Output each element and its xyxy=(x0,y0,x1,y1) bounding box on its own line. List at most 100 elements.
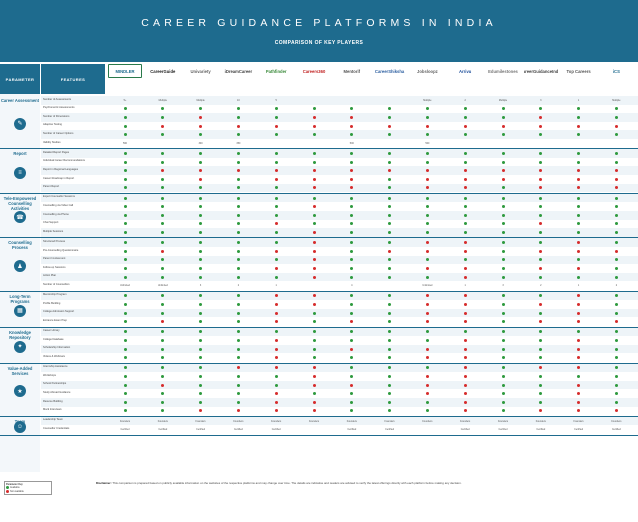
comparison-cell xyxy=(562,389,596,398)
comparison-cell-text: Unlimited xyxy=(157,284,168,288)
available-dot-icon xyxy=(614,302,618,306)
available-dot-icon xyxy=(312,213,316,217)
available-dot-icon xyxy=(577,133,581,137)
comparison-cell xyxy=(373,202,407,211)
comparison-cell xyxy=(448,113,482,122)
comparison-cell xyxy=(221,247,255,256)
comparison-cell xyxy=(259,273,293,282)
comparison-cell xyxy=(373,211,407,220)
available-dot-icon xyxy=(614,366,618,370)
comparison-cell-text xyxy=(297,139,331,148)
comparison-cell xyxy=(335,389,369,398)
available-dot-icon xyxy=(614,230,618,234)
available-dot-icon xyxy=(539,230,543,234)
comparison-cell xyxy=(297,381,331,390)
available-dot-icon xyxy=(388,196,392,200)
feature-label: Chat Support xyxy=(43,221,59,225)
comparison-cell xyxy=(599,105,633,114)
available-dot-icon xyxy=(350,330,354,334)
available-dot-icon xyxy=(501,230,505,234)
comparison-cell xyxy=(297,256,331,265)
comparison-cell xyxy=(486,166,520,175)
player-logo: Univariety xyxy=(190,68,211,74)
comparison-cell-text xyxy=(335,96,369,105)
available-dot-icon xyxy=(350,160,354,164)
comparison-cell xyxy=(562,105,596,114)
available-dot-icon xyxy=(614,222,618,226)
feature-label: Workshops xyxy=(43,373,56,377)
comparison-cell xyxy=(335,381,369,390)
available-dot-icon xyxy=(312,330,316,334)
available-dot-icon xyxy=(577,196,581,200)
comparison-cell xyxy=(335,300,369,309)
available-dot-icon xyxy=(388,115,392,119)
comparison-cell xyxy=(108,345,142,354)
available-dot-icon xyxy=(539,383,543,387)
comparison-cell xyxy=(221,389,255,398)
available-dot-icon xyxy=(350,400,354,404)
legend-box: Parameter Key Available Not available xyxy=(4,481,52,495)
unavailable-dot-icon xyxy=(463,302,467,306)
available-dot-icon xyxy=(539,338,543,342)
available-dot-icon xyxy=(350,311,354,315)
comparison-cell-text xyxy=(259,139,293,148)
available-dot-icon xyxy=(274,383,278,387)
comparison-cell-text: Founders xyxy=(195,419,206,423)
comparison-cell xyxy=(599,389,633,398)
unavailable-dot-icon xyxy=(577,294,581,298)
comparison-cell-text: Unlimited xyxy=(120,284,130,288)
comparison-cell-text: Founders xyxy=(384,419,395,423)
comparison-cell xyxy=(184,300,218,309)
available-dot-icon xyxy=(388,205,392,209)
comparison-cell xyxy=(221,130,255,139)
available-dot-icon xyxy=(236,196,240,200)
available-dot-icon xyxy=(425,330,429,334)
comparison-cell xyxy=(184,158,218,167)
comparison-cell xyxy=(297,202,331,211)
comparison-cell xyxy=(297,220,331,229)
comparison-cell xyxy=(184,273,218,282)
unavailable-dot-icon xyxy=(425,177,429,181)
comparison-cell xyxy=(410,211,444,220)
comparison-cell xyxy=(410,158,444,167)
available-dot-icon xyxy=(388,356,392,360)
comparison-cell xyxy=(373,345,407,354)
comparison-cell xyxy=(562,184,596,193)
available-dot-icon xyxy=(501,400,505,404)
feature-row: Number of Assessments 5+ Multiple Multiple 1… xyxy=(41,96,638,105)
comparison-cell xyxy=(448,105,482,114)
available-dot-icon xyxy=(501,392,505,396)
comparison-cell xyxy=(221,407,255,416)
comparison-cell xyxy=(259,158,293,167)
comparison-cell xyxy=(524,220,558,229)
comparison-cell-text: 2 xyxy=(615,284,618,288)
comparison-cell-text: Founders xyxy=(535,419,546,423)
comparison-cell xyxy=(562,273,596,282)
available-dot-icon xyxy=(350,356,354,360)
comparison-cell xyxy=(146,256,180,265)
unavailable-dot-icon xyxy=(577,124,581,128)
comparison-cell xyxy=(335,113,369,122)
player-logo: iCS xyxy=(612,68,620,74)
available-dot-icon xyxy=(388,186,392,190)
unavailable-dot-icon xyxy=(539,409,543,413)
available-dot-icon xyxy=(274,115,278,119)
comparison-cell xyxy=(599,264,633,273)
comparison-cell xyxy=(410,389,444,398)
feature-row: Entrance Exam Prep xyxy=(41,317,638,326)
feature-row: Multiple Sessions xyxy=(41,228,638,237)
comparison-cell xyxy=(335,256,369,265)
comparison-cell xyxy=(448,238,482,247)
available-dot-icon xyxy=(425,366,429,370)
available-dot-icon xyxy=(501,347,505,351)
unavailable-dot-icon xyxy=(312,400,316,404)
available-dot-icon xyxy=(199,294,203,298)
available-dot-icon xyxy=(501,374,505,378)
comparison-cell xyxy=(221,105,255,114)
available-dot-icon xyxy=(161,115,165,119)
comparison-cell xyxy=(599,372,633,381)
comparison-cell xyxy=(184,353,218,362)
comparison-cell-text: Multiple xyxy=(498,98,508,102)
legend-yes: Available xyxy=(6,486,50,490)
comparison-cell-text xyxy=(410,425,444,434)
